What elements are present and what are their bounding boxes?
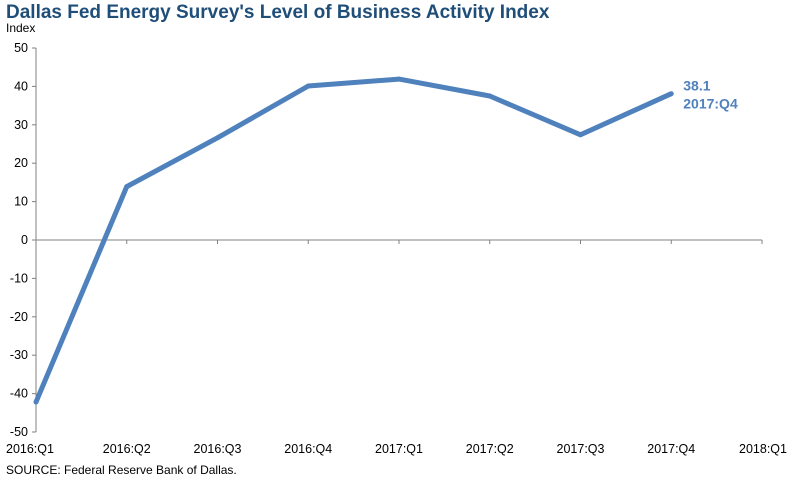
x-tick-label: 2017:Q3: [557, 442, 605, 456]
source-note: SOURCE: Federal Reserve Bank of Dallas.: [6, 463, 237, 477]
x-tick-label: 2016:Q3: [194, 442, 242, 456]
data-point: [33, 399, 39, 405]
data-point: [124, 184, 130, 190]
y-tick-label: 50: [14, 41, 28, 55]
x-tick-labels: 2016:Q1 2016:Q2 2016:Q3 2016:Q4 2017:Q1 2017:…: [6, 442, 787, 456]
data-point: [305, 83, 311, 89]
series-layer: [33, 76, 674, 405]
x-tick-label: 2017:Q4: [647, 442, 695, 456]
y-tick-label: -30: [10, 348, 28, 362]
data-point: [487, 93, 493, 99]
x-tick-label: 2018:Q1: [739, 442, 787, 456]
callout-period: 2017:Q4: [683, 96, 738, 112]
y-tick-labels: 50 40 30 20 10 0 -10 -20 -30 -40 -50: [10, 41, 28, 439]
x-tick-label: 2017:Q2: [466, 442, 514, 456]
x-tick-label: 2016:Q2: [103, 442, 151, 456]
data-point: [668, 91, 674, 97]
y-tick-label: -10: [10, 271, 28, 285]
y-tick-label: -20: [10, 310, 28, 324]
x-tick-label: 2017:Q1: [375, 442, 423, 456]
x-tick-label: 2016:Q1: [6, 442, 54, 456]
y-tick-label: -50: [10, 425, 28, 439]
series-line: [33, 76, 673, 404]
y-tick-label: 0: [21, 233, 28, 247]
callout-value: 38.1: [683, 78, 710, 94]
y-tick-label: 20: [14, 156, 28, 170]
y-tick-label: 10: [14, 195, 28, 209]
y-axis-label: Index: [6, 21, 36, 35]
data-point: [578, 132, 583, 138]
data-point: [215, 135, 220, 141]
y-tick-label: -40: [10, 387, 28, 401]
y-tick-label: 30: [14, 118, 28, 132]
x-tick-label: 2016:Q4: [284, 442, 332, 456]
chart-title: Dallas Fed Energy Survey's Level of Busi…: [6, 2, 550, 23]
data-point: [396, 76, 402, 82]
axes: [32, 47, 763, 433]
y-tick-label: 40: [14, 79, 28, 93]
